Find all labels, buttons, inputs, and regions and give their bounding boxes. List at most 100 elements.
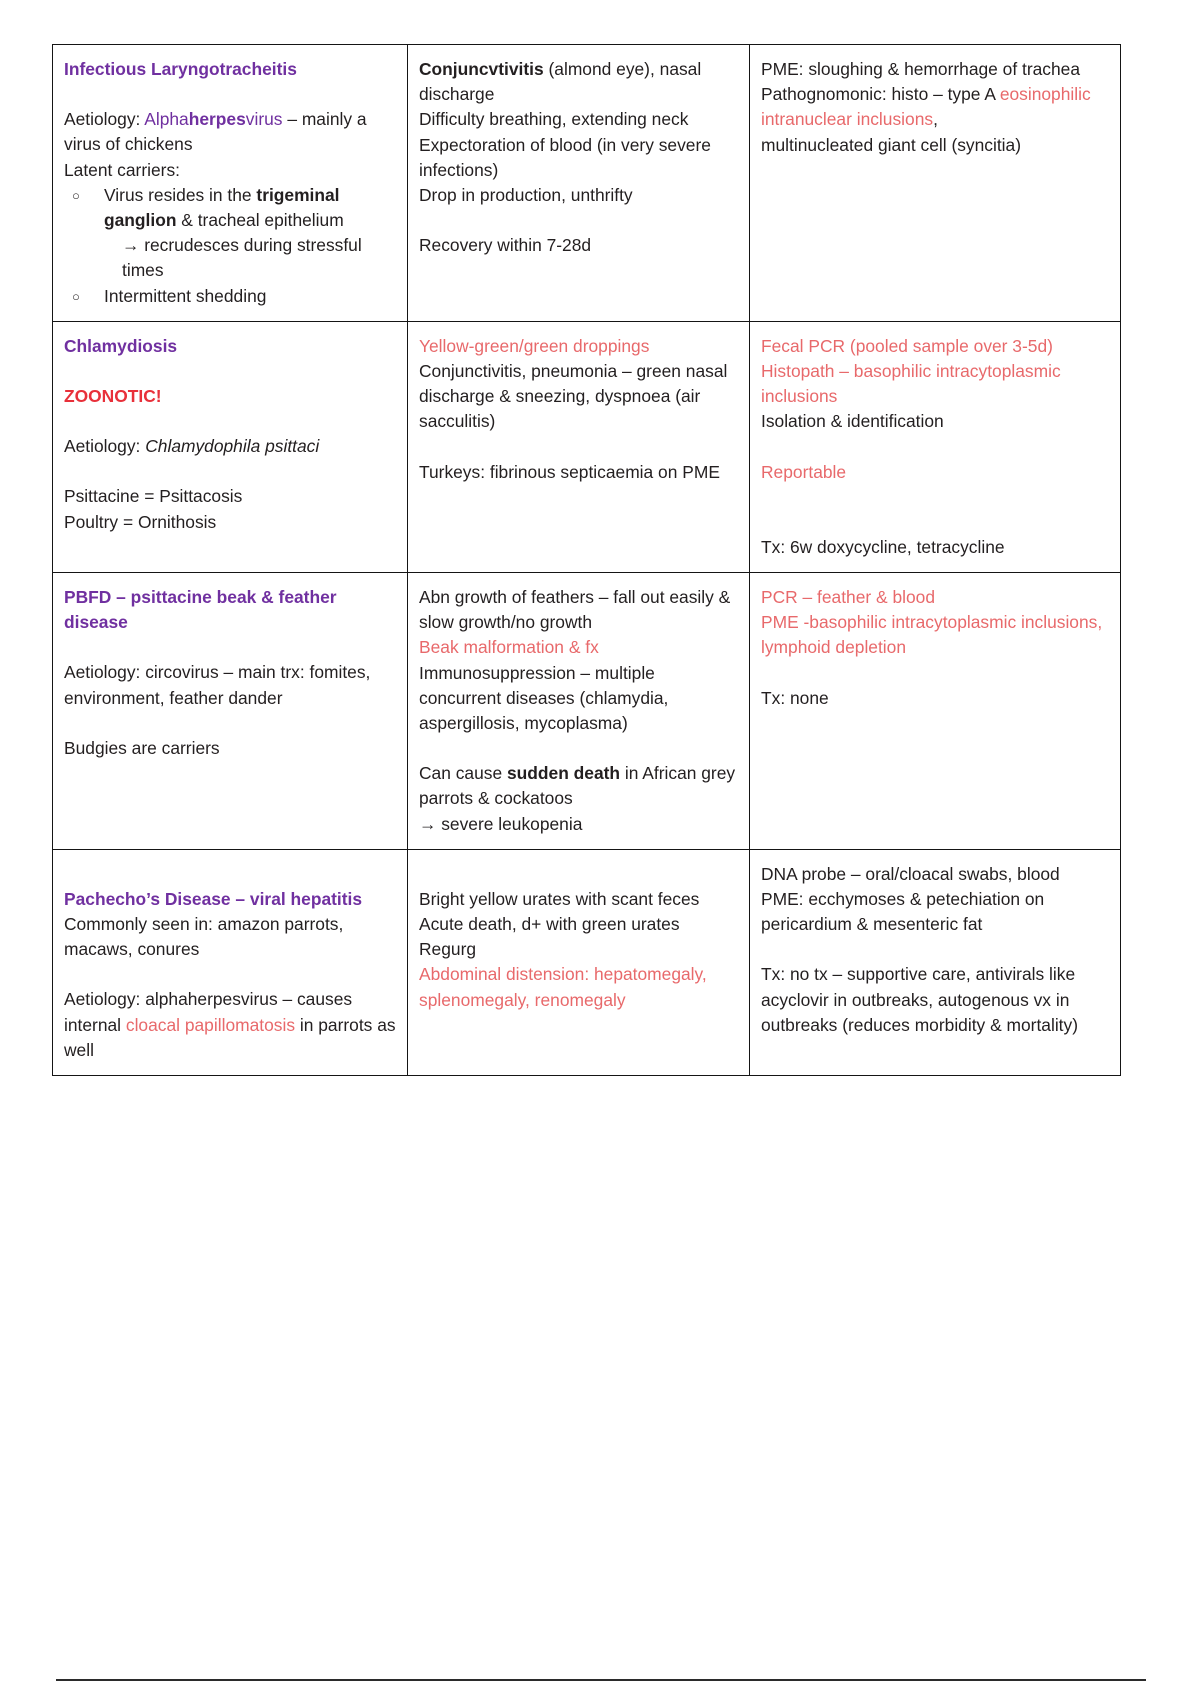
table-row: Chlamydiosis ZOONOTIC! Aetiology: Chlamy… <box>52 320 1121 574</box>
sign-line: Drop in production, unthrifty <box>419 185 633 206</box>
spacer <box>64 862 397 887</box>
sign-bold-term: Conjuncvtivitis <box>419 59 544 79</box>
highlight-red: cloacal papillomatosis <box>125 1014 296 1035</box>
spacer <box>64 635 397 660</box>
bullet-text: Intermittent shedding <box>104 285 267 306</box>
sign-line-highlight: Abdominal distension: hepatomegaly, sple… <box>419 964 712 1010</box>
reportable-flag: Reportable <box>761 461 847 482</box>
note-line: Poultry = Ornithosis <box>64 511 217 532</box>
spacer <box>761 937 1110 962</box>
bullet-circle-icon: ○ <box>72 288 80 304</box>
cell-disease-chlamydiosis: Chlamydiosis ZOONOTIC! Aetiology: Chlamy… <box>52 320 408 574</box>
table-row: Infectious Laryngotracheitis Aetiology: … <box>52 44 1121 322</box>
bullet-text-c: & tracheal epithelium <box>176 210 344 231</box>
aetiology-suffix: in parrots as well <box>64 1014 401 1060</box>
cell-diagnosis-infectious-laryngotracheitis: PME: sloughing & hemorrhage of trachea P… <box>749 44 1121 322</box>
table-row: Pachecho’s Disease – viral hepatitis Com… <box>52 848 1121 1077</box>
disease-heading: Pachecho’s Disease – viral hepatitis <box>64 888 363 909</box>
footer-divider <box>56 1679 1146 1681</box>
spacer <box>419 736 739 761</box>
sign-line: Difficulty breathing, extending neck <box>419 109 689 130</box>
spacer <box>64 459 397 484</box>
spacer <box>64 359 397 384</box>
sign-line: Immunosuppression – multiple concurrent … <box>419 662 674 734</box>
pathognomonic-prefix: Pathognomonic: histo – type A <box>761 84 1000 105</box>
spacer <box>761 435 1110 460</box>
highlight-red: eosinophilic intranuclear inclusions <box>761 84 1096 130</box>
spacer <box>64 962 397 987</box>
treatment-line: Tx: no tx – supportive care, antivirals … <box>761 964 1080 1035</box>
sign-line: Bright yellow urates with scant feces <box>419 888 700 909</box>
cell-disease-infectious-laryngotracheitis: Infectious Laryngotracheitis Aetiology: … <box>52 44 408 322</box>
cell-signs-pbfd: Abn growth of feathers – fall out easily… <box>407 572 750 850</box>
list-item: ○ Virus resides in the trigeminal ganglio… <box>64 183 397 233</box>
bullet-text-a: Virus resides in the <box>104 184 257 205</box>
cell-disease-pachechos: Pachecho’s Disease – viral hepatitis Com… <box>52 848 408 1077</box>
spacer <box>419 862 739 887</box>
sign-line: Acute death, d+ with green urates <box>419 914 680 935</box>
treatment-line: Tx: 6w doxycycline, tetracycline <box>761 536 1005 557</box>
latent-carriers-label: Latent carriers: <box>64 159 180 180</box>
cell-signs-chlamydiosis: Yellow-green/green droppings Conjunctivi… <box>407 320 750 574</box>
sign-line: Can cause sudden death in African grey p… <box>419 761 739 811</box>
aetiology-line: Aetiology: Chlamydophila psittaci <box>64 434 397 459</box>
list-item: ○ Intermittent shedding <box>64 284 397 309</box>
diagnosis-line: Isolation & identification <box>761 411 944 432</box>
disease-heading: Chlamydiosis <box>64 335 178 356</box>
sign-line: Conjunctivitis, pneumonia – green nasal … <box>419 361 733 432</box>
spacer <box>419 208 739 233</box>
trailing-punctuation: , <box>933 109 938 130</box>
treatment-line: Tx: none <box>761 687 829 708</box>
sign-line: Abn growth of feathers – fall out easily… <box>419 587 736 633</box>
sign-text-bold: sudden death <box>506 763 621 784</box>
sign-line: Conjuncvtivitis (almond eye), nasal disc… <box>419 57 739 107</box>
bullet-text-bold: trigeminal ganglion <box>104 184 345 231</box>
aetiology-prefix: Aetiology: <box>64 109 145 130</box>
diagnosis-line: multinucleated giant cell (syncitia) <box>761 134 1022 155</box>
disease-notes-table: Infectious Laryngotracheitis Aetiology: … <box>52 44 1121 1077</box>
diagnosis-line: DNA probe – oral/cloacal swabs, blood <box>761 863 1060 884</box>
diagnosis-line: PME: sloughing & hemorrhage of trachea <box>761 59 1081 79</box>
spacer <box>64 711 397 736</box>
aetiology-prefix: Aetiology: <box>64 436 146 457</box>
sign-line-highlight: Yellow-green/green droppings <box>419 335 650 356</box>
sign-line-highlight: Beak malformation & fx <box>419 637 599 658</box>
note-line: Budgies are carriers <box>64 737 220 758</box>
aetiology-suffix: – mainly a virus of chickens <box>64 109 372 155</box>
sign-text-c: in African grey parrots & cockatoos <box>419 763 740 809</box>
cell-disease-pbfd: PBFD – psittacine beak & feather disease… <box>52 572 408 850</box>
spacer <box>419 435 739 460</box>
spacer <box>64 82 397 107</box>
diagnosis-line-highlight: PCR – feather & blood <box>761 587 936 608</box>
note-line: Psittacine = Psittacosis <box>64 486 243 507</box>
diagnosis-line-highlight: Histopath – basophilic intracytoplasmic … <box>761 361 1066 407</box>
spacer <box>761 485 1110 510</box>
cell-diagnosis-chlamydiosis: Fecal PCR (pooled sample over 3-5d) Hist… <box>749 320 1121 574</box>
table-row: PBFD – psittacine beak & feather disease… <box>52 572 1121 850</box>
cell-diagnosis-pbfd: PCR – feather & blood PME -basophilic in… <box>749 572 1121 850</box>
aetiology-line: Aetiology: Alphaherpesvirus – mainly a v… <box>64 107 397 157</box>
cell-signs-infectious-laryngotracheitis: Conjuncvtivitis (almond eye), nasal disc… <box>407 44 750 322</box>
sign-line: Turkeys: fibrinous septicaemia on PME <box>419 461 720 482</box>
diagnosis-line: Pathognomonic: histo – type A eosinophil… <box>761 82 1110 132</box>
zoonotic-badge: ZOONOTIC! <box>64 386 162 407</box>
aetiology-virus: virus <box>245 109 283 130</box>
spacer <box>761 661 1110 686</box>
sign-line: Recovery within 7-28d <box>419 235 592 256</box>
aetiology-herpes: herpes <box>188 109 246 130</box>
aetiology-line: Aetiology: circovirus – main trx: fomite… <box>64 662 376 708</box>
diagnosis-line-highlight: PME -basophilic intracytoplasmic inclusi… <box>761 612 1108 658</box>
bullet-circle-icon: ○ <box>72 187 80 203</box>
cell-signs-pachechos: Bright yellow urates with scant feces Ac… <box>407 848 750 1077</box>
diagnosis-line: PME: ecchymoses & petechiation on perica… <box>761 889 1050 935</box>
sign-arrow-line: → severe leukopenia <box>419 813 583 834</box>
note-line: Commonly seen in: amazon parrots, macaws… <box>64 914 349 960</box>
spacer <box>761 510 1110 535</box>
disease-heading: Infectious Laryngotracheitis <box>64 59 297 79</box>
aetiology-line: Aetiology: alphaherpesvirus – causes int… <box>64 987 397 1063</box>
bullet-sub-arrow: → recrudesces during stressful times <box>122 235 367 281</box>
disease-heading: PBFD – psittacine beak & feather disease <box>64 587 342 633</box>
sign-text-a: Can cause <box>419 763 507 784</box>
diagnosis-line-highlight: Fecal PCR (pooled sample over 3-5d) <box>761 335 1053 356</box>
